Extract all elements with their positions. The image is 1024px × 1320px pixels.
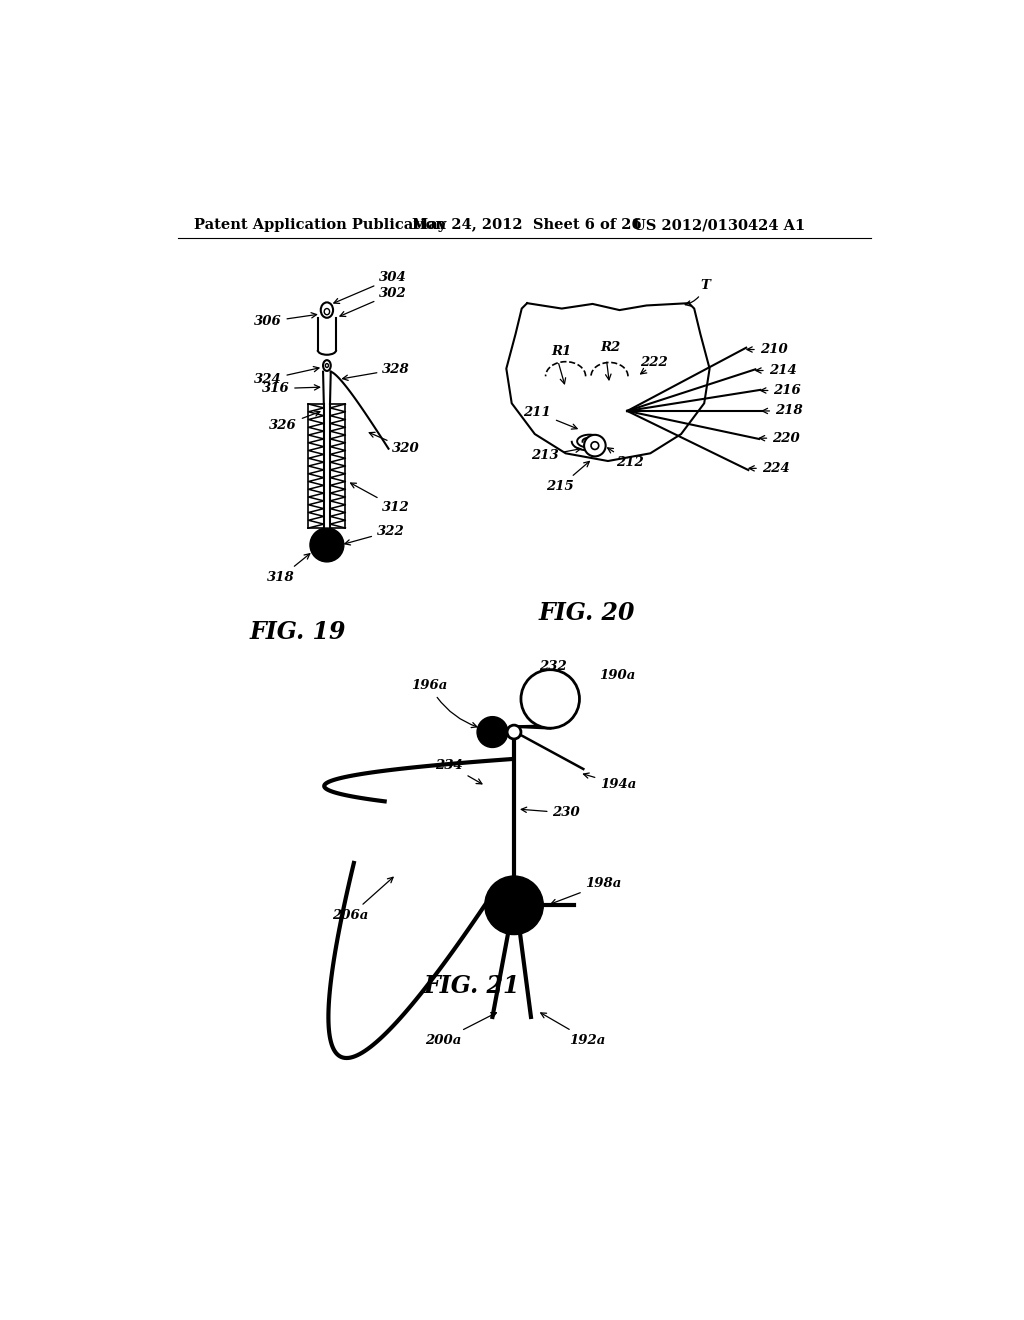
Text: 212: 212 <box>607 447 644 469</box>
Text: 220: 220 <box>760 432 800 445</box>
Text: May 24, 2012  Sheet 6 of 26: May 24, 2012 Sheet 6 of 26 <box>412 218 641 232</box>
Text: 302: 302 <box>340 286 407 317</box>
Text: 190a: 190a <box>599 669 635 682</box>
Circle shape <box>484 876 544 935</box>
Text: T: T <box>685 279 711 306</box>
Text: 232: 232 <box>539 660 566 698</box>
Text: 194a: 194a <box>584 774 637 791</box>
Text: 320: 320 <box>370 433 420 455</box>
Text: 322: 322 <box>345 524 404 545</box>
Text: US 2012/0130424 A1: US 2012/0130424 A1 <box>633 218 805 232</box>
Text: 306: 306 <box>254 313 316 329</box>
Text: 316: 316 <box>261 381 319 395</box>
Text: 218: 218 <box>762 404 803 417</box>
Text: 318: 318 <box>267 553 310 583</box>
Text: 216: 216 <box>761 384 801 397</box>
Text: FIG. 19: FIG. 19 <box>250 620 346 644</box>
Text: 200a: 200a <box>425 1012 497 1047</box>
Ellipse shape <box>321 302 333 318</box>
Text: 326: 326 <box>269 411 319 432</box>
Circle shape <box>310 528 344 562</box>
Text: R1: R1 <box>552 345 572 358</box>
Circle shape <box>521 669 580 729</box>
Text: 230: 230 <box>521 807 581 820</box>
Circle shape <box>507 725 521 739</box>
Text: R2: R2 <box>600 342 621 354</box>
Text: 324: 324 <box>254 367 319 385</box>
Text: 213: 213 <box>531 447 581 462</box>
Text: 304: 304 <box>334 271 407 304</box>
Text: 312: 312 <box>350 483 410 515</box>
Text: 214: 214 <box>756 364 797 378</box>
Text: 211: 211 <box>523 407 578 429</box>
Text: 198a: 198a <box>551 878 622 904</box>
Circle shape <box>591 442 599 450</box>
Text: 196a: 196a <box>412 680 477 727</box>
Text: 206a: 206a <box>333 878 393 921</box>
Text: Patent Application Publication: Patent Application Publication <box>194 218 445 232</box>
Text: 210: 210 <box>746 343 787 356</box>
Text: 224: 224 <box>749 462 790 475</box>
Text: 328: 328 <box>343 363 410 380</box>
Text: 222: 222 <box>640 356 668 370</box>
Circle shape <box>477 717 508 747</box>
Text: FIG. 20: FIG. 20 <box>539 601 635 624</box>
Text: 234: 234 <box>435 759 482 784</box>
Ellipse shape <box>323 360 331 371</box>
Ellipse shape <box>326 363 329 367</box>
Ellipse shape <box>325 309 330 314</box>
Text: 215: 215 <box>547 462 590 492</box>
Text: 192a: 192a <box>541 1012 606 1047</box>
Text: FIG. 21: FIG. 21 <box>423 974 519 998</box>
Circle shape <box>584 434 605 457</box>
